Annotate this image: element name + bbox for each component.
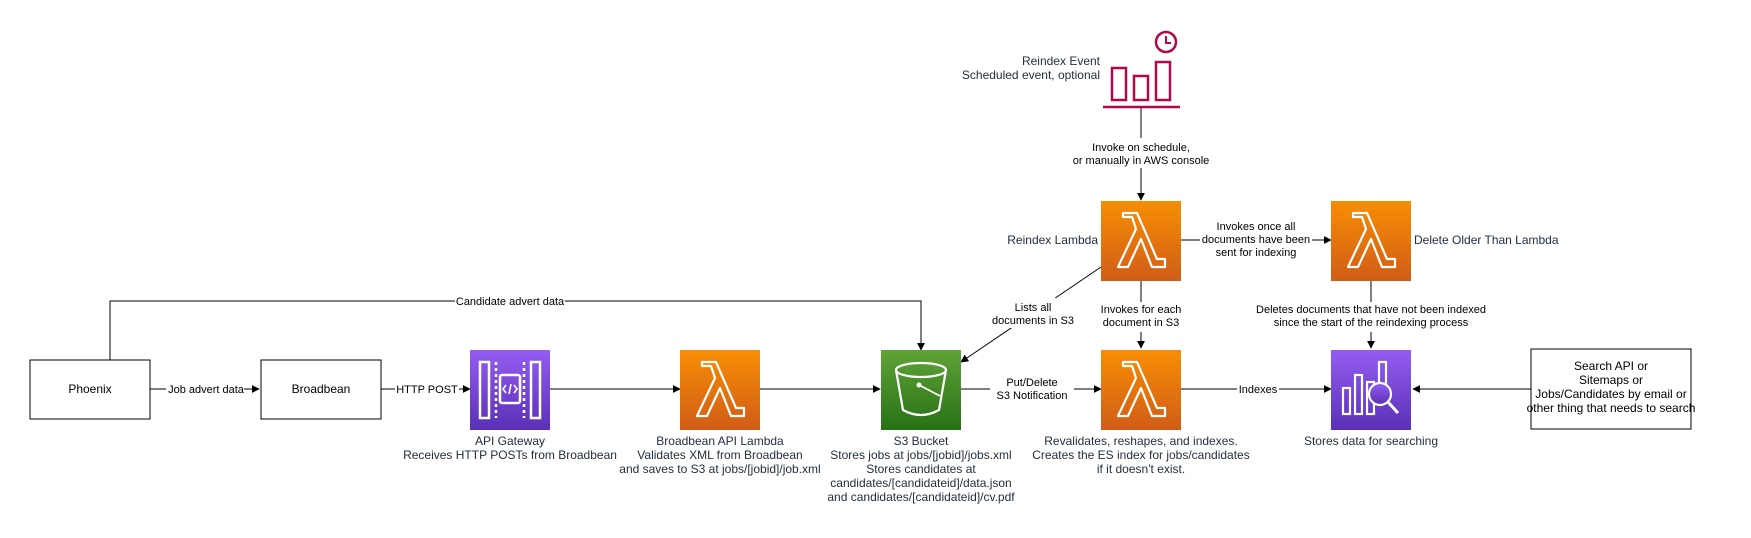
broadbean-lambda-node[interactable]: Broadbean API Lambda Validates XML from B… [619, 350, 821, 476]
scheduled-event-icon [1103, 30, 1180, 109]
text-line: API Gateway [475, 434, 545, 448]
search-api-box[interactable]: Search API or Sitemaps or Jobs/Candidates … [1527, 348, 1696, 430]
text-line: Revalidates, reshapes, and indexes. [1044, 434, 1237, 448]
broadbean-box[interactable]: Broadbean [260, 359, 382, 420]
edge-label-deletes-docs: Deletes documents that have not been ind… [1256, 304, 1486, 329]
text-line: Creates the ES index for jobs/candidates [1032, 448, 1249, 462]
edge-label-invokes-once: Invokes once all documents have been sent … [1202, 221, 1310, 259]
text-line: and candidates/[candidateid]/cv.pdf [827, 490, 1015, 504]
text-line: Put/Delete [1006, 377, 1057, 389]
text-line: Broadbean API Lambda [656, 434, 784, 448]
text-line: S3 Bucket [894, 434, 949, 448]
api-gateway-node[interactable]: API Gateway Receives HTTP POSTs from Broa… [403, 350, 617, 462]
lambda-icon [1116, 360, 1167, 418]
text-line: since the start of the reindexing proces… [1274, 317, 1469, 329]
elasticsearch-icon [1341, 360, 1400, 416]
search-api-label: Search API or Sitemaps or Jobs/Candidates … [1527, 359, 1696, 415]
text-line: other thing that needs to search [1527, 401, 1696, 415]
elasticsearch-caption: Stores data for searching [1304, 434, 1438, 448]
text-line: Search API or [1574, 359, 1648, 373]
text-line: HTTP POST [396, 384, 458, 396]
text-line: Invokes once all [1217, 221, 1296, 233]
text-line: Invoke on schedule, [1092, 142, 1190, 154]
text-line: Sitemaps or [1579, 373, 1643, 387]
api-gateway-icon [478, 360, 542, 420]
text-line: Stores data for searching [1304, 434, 1438, 448]
text-line: Indexes [1239, 384, 1278, 396]
broadbean-label: Broadbean [292, 382, 351, 396]
text-line: Invokes for each [1101, 304, 1182, 316]
text-line: Jobs/Candidates by email or [1535, 387, 1686, 401]
edge-labels: Candidate advert data Job advert data HT… [166, 138, 1486, 402]
reindex-event-caption: Reindex Event Scheduled event, optional [962, 54, 1101, 82]
edge-label-indexes: Indexes [1239, 384, 1278, 396]
text-line: and saves to S3 at jobs/[jobid]/job.xml [619, 462, 820, 476]
reindex-lambda-label: Reindex Lambda [1007, 233, 1098, 247]
text-line: document in S3 [1103, 317, 1179, 329]
text-line: Lists all [1015, 302, 1052, 314]
edge-label-job-advert: Job advert data [168, 384, 245, 396]
text-line: Scheduled event, optional [962, 68, 1100, 82]
elasticsearch-node[interactable]: Stores data for searching [1304, 350, 1438, 448]
text-line: if it doesn't exist. [1097, 462, 1185, 476]
lambda-icon [1346, 211, 1397, 269]
text-line: Stores candidates at [866, 462, 976, 476]
edges [109, 107, 1531, 393]
text-line: Reindex Event [1022, 54, 1101, 68]
edge-label-put-delete: Put/Delete S3 Notification [997, 377, 1068, 402]
lambda-icon [695, 360, 746, 418]
edge-label-invokes-each: Invokes for each document in S3 [1101, 304, 1182, 329]
api-gateway-caption: API Gateway Receives HTTP POSTs from Broa… [403, 434, 617, 462]
s3-bucket-node[interactable]: S3 Bucket Stores jobs at jobs/[jobid]/job… [827, 350, 1015, 504]
text-line: Job advert data [168, 384, 245, 396]
text-line: or manually in AWS console [1073, 155, 1210, 167]
edge-label-http-post: HTTP POST [396, 384, 458, 396]
broadbean-lambda-caption: Broadbean API Lambda Validates XML from B… [619, 434, 820, 476]
text-line: Candidate advert data [456, 296, 565, 308]
s3-bucket-icon [894, 361, 948, 417]
edge-label-lists-all: Lists all documents in S3 [992, 302, 1074, 327]
s3-bucket-caption: S3 Bucket Stores jobs at jobs/[jobid]/job… [827, 434, 1015, 504]
text-line: Stores jobs at jobs/[jobid]/jobs.xml [830, 448, 1011, 462]
reindex-event-node[interactable]: Reindex Event Scheduled event, optional [962, 30, 1180, 109]
text-line: Deletes documents that have not been ind… [1256, 304, 1486, 316]
edge-label-candidate-advert: Candidate advert data [456, 296, 565, 308]
text-line: S3 Notification [997, 390, 1068, 402]
text-line: Receives HTTP POSTs from Broadbean [403, 448, 617, 462]
text-line: documents in S3 [992, 315, 1074, 327]
delete-lambda-node[interactable]: Delete Older Than Lambda [1331, 201, 1559, 281]
text-line: candidates/[candidateid]/data.json [830, 476, 1011, 490]
text-line: documents have been [1202, 234, 1310, 246]
phoenix-box[interactable]: Phoenix [29, 359, 151, 420]
reindex-lambda-node[interactable]: Reindex Lambda [1007, 201, 1181, 281]
edge-label-invoke-schedule: Invoke on schedule, or manually in AWS co… [1073, 142, 1210, 167]
lambda-icon [1116, 211, 1167, 269]
index-lambda-node[interactable]: Revalidates, reshapes, and indexes. Creat… [1032, 350, 1250, 476]
text-line: Validates XML from Broadbean [637, 448, 802, 462]
phoenix-label: Phoenix [68, 382, 111, 396]
delete-lambda-label: Delete Older Than Lambda [1414, 233, 1559, 247]
index-lambda-caption: Revalidates, reshapes, and indexes. Creat… [1032, 434, 1249, 476]
text-line: sent for indexing [1216, 247, 1297, 259]
